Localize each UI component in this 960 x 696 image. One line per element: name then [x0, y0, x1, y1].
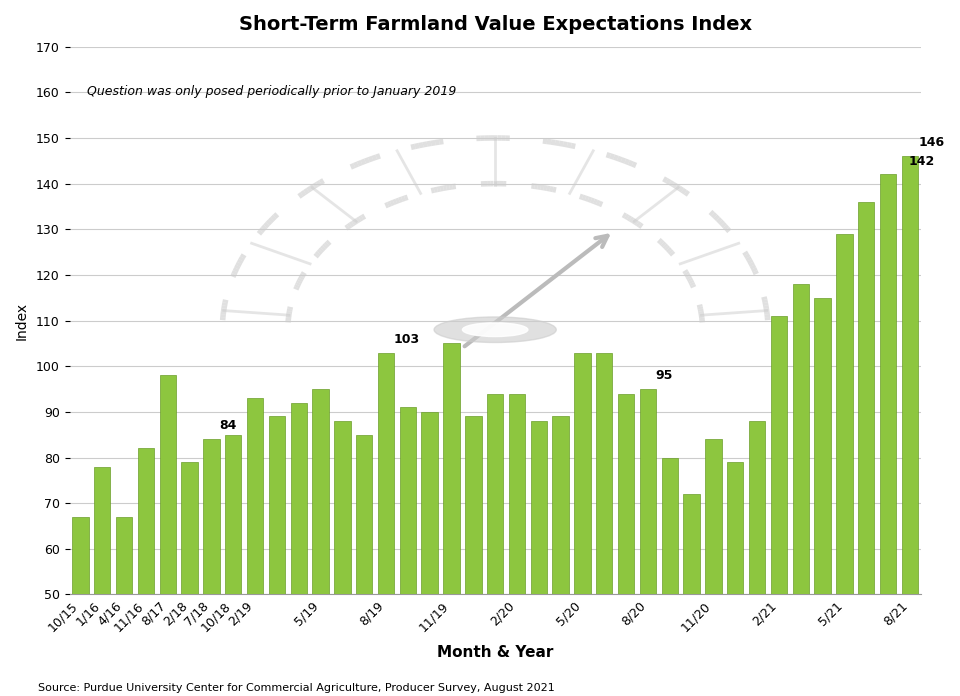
Text: 142: 142 [909, 155, 935, 168]
Bar [639, 389, 656, 696]
Bar [901, 156, 918, 696]
Circle shape [463, 323, 528, 337]
Bar [487, 394, 503, 696]
Bar [356, 435, 372, 696]
Bar [444, 343, 460, 696]
Bar [836, 234, 852, 696]
Bar [269, 416, 285, 696]
Bar [181, 462, 198, 696]
Bar [204, 439, 220, 696]
Bar [771, 316, 787, 696]
Bar [312, 389, 328, 696]
Bar [727, 462, 743, 696]
Text: Source: Purdue University Center for Commercial Agriculture, Producer Survey, Au: Source: Purdue University Center for Com… [38, 683, 555, 693]
Bar [684, 494, 700, 696]
Bar [793, 284, 809, 696]
Bar [378, 353, 395, 696]
Bar [749, 421, 765, 696]
Text: 103: 103 [394, 333, 420, 346]
Bar [291, 403, 307, 696]
Bar [706, 439, 722, 696]
Bar [247, 398, 263, 696]
Bar [116, 517, 132, 696]
Bar [574, 353, 590, 696]
Bar [334, 421, 350, 696]
Bar [814, 298, 830, 696]
Bar [858, 202, 875, 696]
Bar [225, 435, 241, 696]
Bar [94, 467, 110, 696]
Y-axis label: Index: Index [15, 301, 29, 340]
Text: Question was only posed periodically prior to January 2019: Question was only posed periodically pri… [86, 85, 456, 98]
Circle shape [434, 317, 556, 342]
Bar [880, 175, 897, 696]
Bar [421, 412, 438, 696]
Bar [531, 421, 547, 696]
Text: 84: 84 [219, 420, 236, 432]
Bar [661, 457, 678, 696]
Text: 146: 146 [919, 136, 945, 150]
Bar [72, 517, 88, 696]
Bar [466, 416, 482, 696]
Bar [159, 375, 176, 696]
Bar [509, 394, 525, 696]
Bar [399, 407, 416, 696]
Text: 95: 95 [656, 369, 673, 382]
Bar [596, 353, 612, 696]
Title: Short-Term Farmland Value Expectations Index: Short-Term Farmland Value Expectations I… [239, 15, 752, 34]
Bar [137, 448, 155, 696]
X-axis label: Month & Year: Month & Year [437, 645, 553, 660]
Bar [618, 394, 635, 696]
Bar [552, 416, 569, 696]
